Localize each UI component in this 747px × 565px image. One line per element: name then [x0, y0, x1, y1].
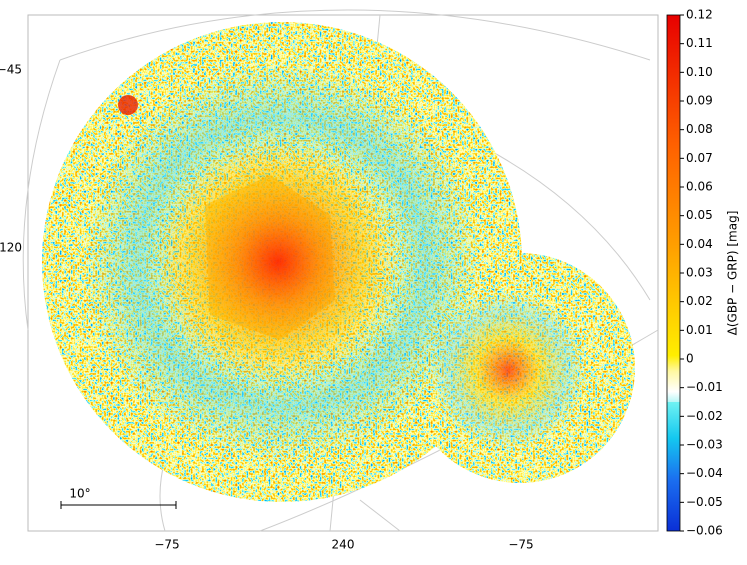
grid-label: −45 — [0, 63, 22, 77]
colorbar-tick-label: 0.10 — [686, 65, 713, 79]
colorbar-tick-label: 0.08 — [686, 122, 713, 136]
colorbar — [666, 14, 681, 532]
colorbar-tick-label: 0.02 — [686, 294, 713, 308]
colorbar-tick-label: 0.07 — [686, 151, 713, 165]
colorbar-tick-label: −0.04 — [686, 466, 723, 480]
colorbar-tick-label: 0.04 — [686, 237, 713, 251]
colorbar-tick-label: 0.05 — [686, 208, 713, 222]
colorbar-label: Δ(GBP − GRP) [mag] — [726, 211, 740, 336]
grid-label: −75 — [508, 538, 533, 552]
colorbar-tick-label: 0.01 — [686, 323, 713, 337]
sky-map — [42, 22, 635, 502]
colorbar-tick-label: −0.01 — [686, 380, 723, 394]
map-frame — [27, 14, 659, 532]
colorbar-tick-label: 0.09 — [686, 94, 713, 108]
colorbar-tick-label: −0.02 — [686, 409, 723, 423]
grid-label: 240 — [332, 538, 355, 552]
colorbar-tick-label: 0.06 — [686, 180, 713, 194]
colorbar-tick-label: 0.03 — [686, 266, 713, 280]
scale-bar: 10° — [60, 487, 177, 509]
colorbar-tick-label: −0.03 — [686, 438, 723, 452]
colorbar-tick-label: 0.12 — [686, 8, 713, 22]
grid-label: 120 — [0, 241, 22, 255]
scale-bar-label: 10° — [69, 487, 90, 501]
colorbar-tick-label: −0.05 — [686, 495, 723, 509]
colorbar-tick-label: 0.11 — [686, 36, 713, 50]
grid-label: −75 — [154, 538, 179, 552]
colorbar-tick-label: −0.06 — [686, 524, 723, 538]
colorbar-tick-label: 0 — [686, 352, 694, 366]
